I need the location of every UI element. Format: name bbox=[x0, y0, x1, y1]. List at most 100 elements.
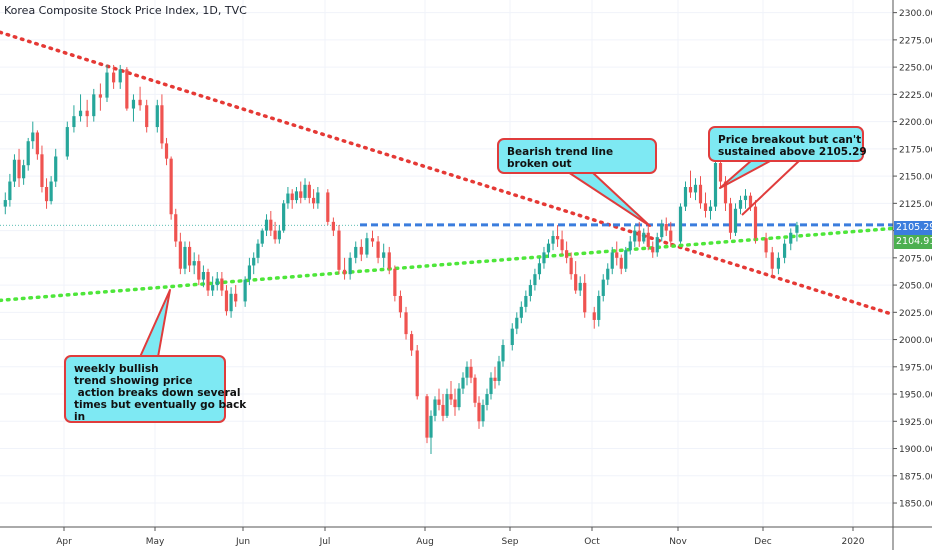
candle bbox=[437, 388, 441, 411]
candle bbox=[160, 94, 164, 149]
x-tick-label: Nov bbox=[669, 537, 687, 547]
candle bbox=[461, 372, 465, 395]
candle bbox=[220, 271, 224, 296]
candle bbox=[669, 221, 673, 247]
candle-body bbox=[628, 241, 632, 251]
candle-body bbox=[743, 195, 748, 201]
candle bbox=[708, 200, 713, 220]
candle-body bbox=[441, 404, 445, 416]
candle-body bbox=[770, 252, 774, 269]
candle bbox=[457, 383, 461, 411]
candle bbox=[628, 236, 632, 255]
y-tick-label: 1950.00 bbox=[899, 391, 932, 401]
candle bbox=[776, 252, 781, 275]
candle bbox=[433, 396, 437, 422]
candle bbox=[410, 330, 414, 356]
candle bbox=[256, 239, 260, 264]
candle-body bbox=[449, 394, 453, 400]
candle bbox=[224, 285, 229, 316]
candle-body bbox=[404, 312, 408, 335]
candle-body bbox=[85, 110, 89, 117]
candle bbox=[260, 228, 264, 247]
candle-body bbox=[776, 257, 781, 269]
candle bbox=[651, 241, 655, 258]
candle bbox=[138, 86, 142, 111]
candle bbox=[17, 148, 21, 187]
candle-body bbox=[703, 203, 708, 211]
callout-pointers bbox=[139, 159, 801, 358]
callout-line: in bbox=[74, 411, 86, 423]
y-tick-label: 1850.00 bbox=[899, 500, 932, 510]
candle-body bbox=[224, 290, 229, 312]
candle bbox=[551, 230, 555, 251]
candle-body bbox=[303, 184, 307, 198]
candle bbox=[533, 268, 537, 291]
x-tick-label: Aug bbox=[416, 537, 434, 547]
candle bbox=[183, 241, 187, 275]
candle bbox=[728, 197, 733, 240]
candle bbox=[311, 189, 316, 209]
candle-body bbox=[294, 191, 299, 201]
candle-body bbox=[678, 206, 683, 242]
y-tick-label: 2200.00 bbox=[899, 118, 932, 128]
candle-body bbox=[569, 257, 573, 275]
candle bbox=[40, 145, 44, 193]
candle bbox=[782, 239, 787, 264]
candle-body bbox=[54, 156, 58, 182]
candle-body bbox=[664, 224, 668, 231]
candle bbox=[54, 148, 58, 187]
candle bbox=[501, 339, 505, 367]
candle bbox=[524, 290, 528, 313]
candle-body bbox=[376, 241, 380, 258]
candle-body bbox=[211, 285, 215, 291]
candle-body bbox=[17, 159, 21, 179]
candle-body bbox=[92, 94, 96, 117]
candle bbox=[764, 232, 768, 258]
candle-body bbox=[105, 72, 109, 98]
candle-body bbox=[713, 163, 718, 207]
candle-body bbox=[348, 257, 352, 275]
candle-body bbox=[393, 268, 397, 296]
candle-body bbox=[546, 243, 551, 253]
candle bbox=[583, 274, 587, 318]
candle bbox=[178, 232, 182, 275]
y-tick-label: 2025.00 bbox=[899, 309, 932, 319]
candle bbox=[98, 83, 102, 111]
candle bbox=[26, 137, 30, 171]
candle bbox=[592, 306, 596, 329]
callout-line: Bearish trend line bbox=[507, 146, 614, 158]
candle-body bbox=[753, 206, 758, 239]
candle bbox=[743, 189, 748, 209]
candle bbox=[273, 221, 277, 244]
candle-body bbox=[342, 269, 347, 275]
candle-body bbox=[3, 200, 7, 207]
x-tick-label: Oct bbox=[584, 537, 600, 547]
x-tick-label: Sep bbox=[502, 537, 519, 547]
candle bbox=[619, 254, 623, 275]
candle-body bbox=[326, 192, 330, 222]
candle-body bbox=[660, 224, 664, 238]
candle-body bbox=[646, 232, 650, 247]
candle bbox=[197, 254, 201, 286]
candle bbox=[264, 214, 269, 237]
candle-body bbox=[40, 154, 44, 187]
candle bbox=[3, 192, 7, 215]
candle-body bbox=[174, 214, 178, 242]
last-price-tag: 2104.91 bbox=[894, 235, 932, 249]
x-tick-label: May bbox=[146, 537, 165, 547]
candle bbox=[642, 228, 646, 244]
candle-body bbox=[429, 415, 433, 438]
candle-body bbox=[501, 345, 505, 362]
candle bbox=[370, 230, 375, 247]
candle bbox=[282, 200, 286, 233]
candle bbox=[307, 181, 311, 204]
y-tick-label: 2000.00 bbox=[899, 336, 932, 346]
candle-body bbox=[234, 293, 238, 302]
candle-body bbox=[733, 208, 738, 233]
candle bbox=[393, 265, 397, 302]
candle bbox=[515, 312, 519, 335]
candle bbox=[22, 159, 26, 185]
candle bbox=[337, 225, 341, 275]
y-tick-label: 2150.00 bbox=[899, 173, 932, 183]
